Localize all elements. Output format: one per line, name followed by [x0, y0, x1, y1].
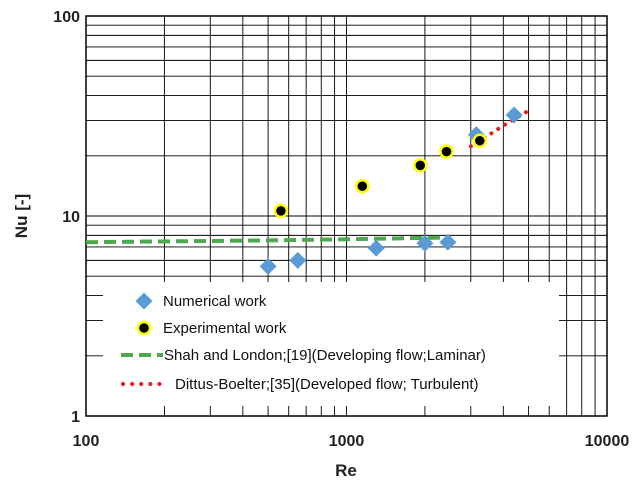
x-tick-label: 10000 — [585, 433, 630, 450]
legend-label-shah-london: Shah and London;[19](Developing flow;Lam… — [164, 347, 486, 364]
data-point-experimental — [273, 203, 289, 219]
legend-label-dittus-boelter: Dittus-Boelter;[35](Developed flow; Turb… — [175, 376, 478, 393]
x-axis-title: Re — [335, 461, 357, 480]
legend-entry-shah-london: Shah and London;[19](Developing flow;Lam… — [121, 347, 486, 364]
y-tick-label: 100 — [53, 9, 80, 26]
plot-border — [85, 15, 608, 417]
y-axis-title: Nu [-] — [12, 194, 31, 238]
data-point-experimental — [472, 133, 488, 148]
data-point-experimental — [439, 144, 454, 159]
legend: Numerical work Experimental work Shah an… — [103, 282, 559, 406]
series-line-2 — [85, 235, 441, 245]
tick-labels: 100 1000 10000 1 10 100 — [53, 9, 629, 450]
data-point-experimental — [413, 158, 428, 173]
legend-circle-marker — [136, 320, 152, 336]
legend-label-numerical: Numerical work — [163, 293, 267, 310]
legend-entry-dittus-boelter: Dittus-Boelter;[35](Developed flow; Turb… — [121, 376, 478, 393]
x-tick-label: 1000 — [329, 433, 365, 450]
legend-entry-experimental: Experimental work — [136, 320, 287, 337]
x-tick-label: 100 — [73, 433, 100, 450]
legend-label-experimental: Experimental work — [163, 320, 287, 337]
data-point-experimental — [355, 178, 370, 194]
legend-box — [103, 282, 559, 406]
y-tick-label: 1 — [71, 409, 80, 426]
y-tick-label: 10 — [62, 209, 80, 226]
